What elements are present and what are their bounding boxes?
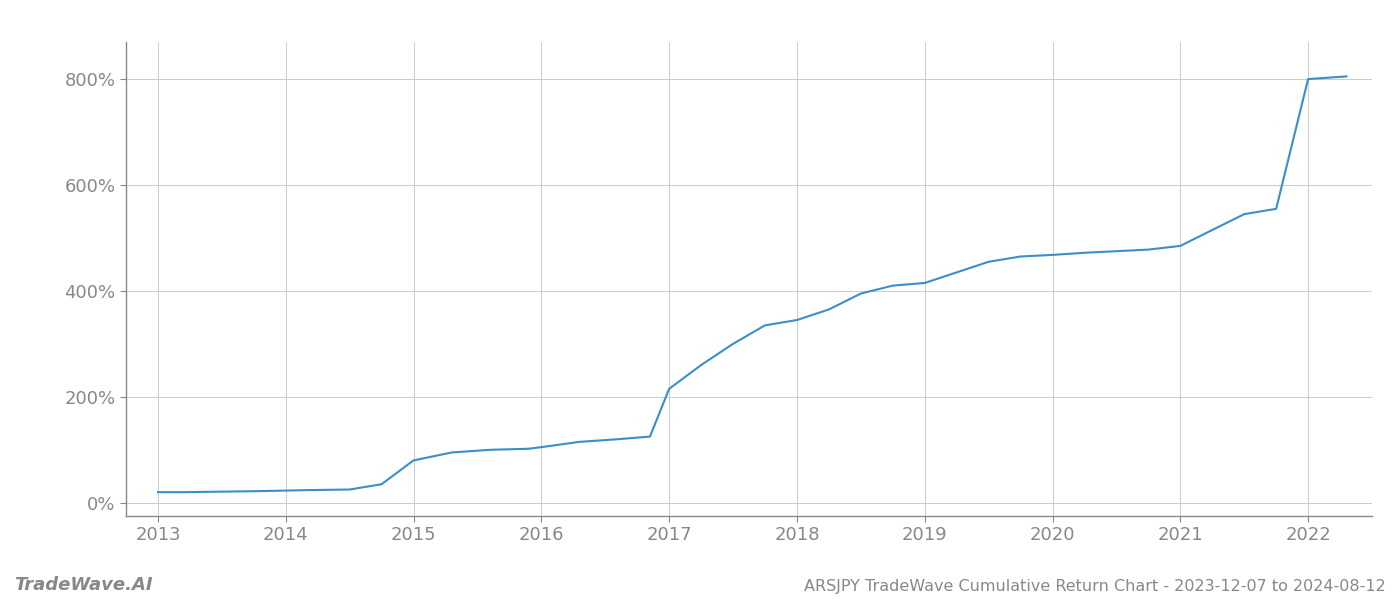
Text: TradeWave.AI: TradeWave.AI bbox=[14, 576, 153, 594]
Text: ARSJPY TradeWave Cumulative Return Chart - 2023-12-07 to 2024-08-12: ARSJPY TradeWave Cumulative Return Chart… bbox=[804, 579, 1386, 594]
